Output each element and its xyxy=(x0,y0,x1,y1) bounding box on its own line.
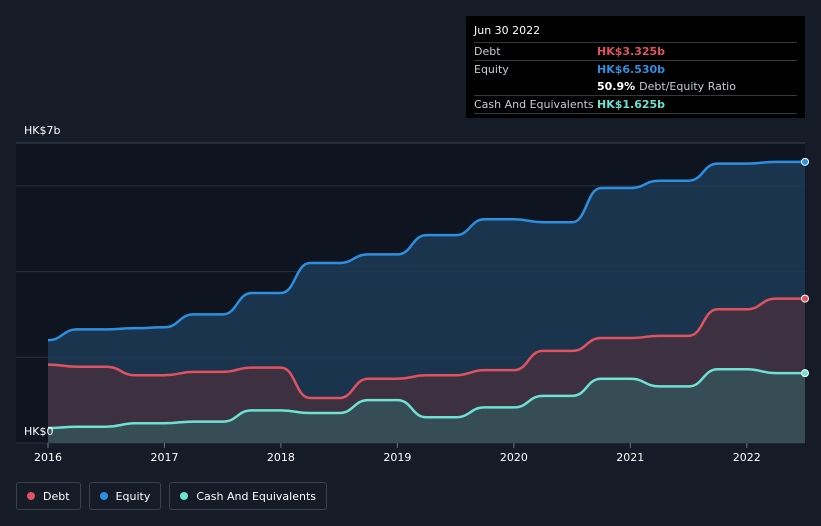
y-tick-label-zero: HK$0 xyxy=(24,425,53,438)
tooltip-ratio-row: 50.9% Debt/Equity Ratio xyxy=(474,78,797,96)
cash-and-equivalents-area xyxy=(48,369,805,443)
x-tick-label: 2022 xyxy=(733,451,761,464)
cash-and-equivalents-line xyxy=(47,368,805,430)
legend-equity[interactable]: Equity xyxy=(88,482,162,510)
x-tick-label: 2021 xyxy=(616,451,644,464)
tooltip-equity-row: Equity HK$6.530b xyxy=(474,61,797,78)
tooltip-panel: Jun 30 2022 Debt HK$3.325b Equity HK$6.5… xyxy=(466,16,805,118)
x-tick-label: 2020 xyxy=(500,451,528,464)
tooltip-cash-value: HK$1.625b xyxy=(597,98,666,111)
x-tick-label: 2016 xyxy=(34,451,62,464)
legend-cash-label: Cash And Equivalents xyxy=(196,489,316,503)
tooltip-debt-row: Debt HK$3.325b xyxy=(474,43,797,61)
chart-legend: Debt Equity Cash And Equivalents xyxy=(16,482,331,510)
tooltip-date: Jun 30 2022 xyxy=(474,22,797,43)
tooltip-ratio-value: 50.9% xyxy=(597,80,636,93)
legend-equity-label: Equity xyxy=(115,489,151,503)
x-axis: 2016 2017 2018 2019 2020 2021 2022 xyxy=(34,443,761,464)
tooltip-cash-label: Cash And Equivalents xyxy=(474,98,594,111)
tooltip-ratio-label: Debt/Equity Ratio xyxy=(639,80,736,93)
tooltip-equity-label: Equity xyxy=(474,63,509,76)
legend-cash[interactable]: Cash And Equivalents xyxy=(169,482,327,510)
legend-cash-dot xyxy=(180,492,189,500)
equity-line xyxy=(47,160,805,342)
tooltip-debt-value: HK$3.325b xyxy=(597,45,666,58)
series-lines xyxy=(47,160,805,430)
y-axis: HK$7b HK$0 xyxy=(24,124,60,438)
x-tick-label: 2018 xyxy=(267,451,295,464)
tooltip-cash-row: Cash And Equivalents HK$1.625b xyxy=(474,96,797,114)
x-tick-label: 2019 xyxy=(383,451,411,464)
debt-end-marker xyxy=(801,294,809,303)
series-areas xyxy=(48,161,805,443)
y-tick-label-top: HK$7b xyxy=(24,124,60,137)
cash-and-equivalents-end-marker xyxy=(801,369,809,378)
legend-debt-dot xyxy=(27,492,35,500)
tooltip-equity-value: HK$6.530b xyxy=(597,63,666,76)
equity-end-marker xyxy=(801,157,809,166)
legend-equity-dot xyxy=(99,492,108,500)
debt-line xyxy=(47,297,805,400)
end-markers xyxy=(801,157,809,378)
legend-debt-label: Debt xyxy=(43,489,70,503)
tooltip-debt-label: Debt xyxy=(474,45,501,58)
legend-debt[interactable]: Debt xyxy=(16,482,81,510)
x-tick-label: 2017 xyxy=(150,451,178,464)
